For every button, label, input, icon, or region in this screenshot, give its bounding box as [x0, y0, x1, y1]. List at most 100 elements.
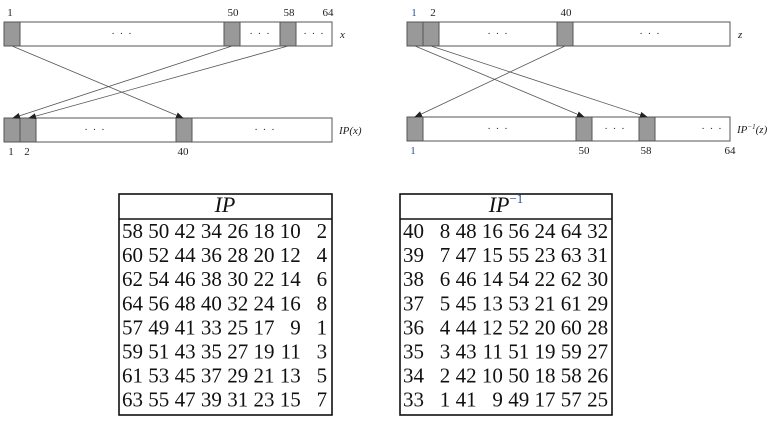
- table-cell: 44: [175, 243, 197, 267]
- table-cell: 64: [122, 291, 144, 315]
- table-cell: 28: [227, 243, 248, 267]
- input-variable-label: x: [339, 29, 345, 41]
- table-cell: 45: [456, 291, 477, 315]
- table-cell: 30: [227, 267, 248, 291]
- bit-cell-50: [223, 21, 241, 47]
- table-cell: 54: [508, 267, 530, 291]
- table-cell: 39: [201, 388, 222, 412]
- table-cell: 18: [535, 364, 556, 388]
- table-body: 58 50 42 34 26 18 10 260 52 44 36 28 20 12 462 54 46 38 30…: [122, 219, 328, 412]
- table-cell: 33: [201, 315, 222, 339]
- table-cell: 22: [254, 267, 275, 291]
- table-cell: 35: [403, 340, 424, 364]
- table-cell: 58: [122, 219, 143, 243]
- table-cell: 33: [403, 388, 424, 412]
- ip-diagram: · · · · · · · · · 1 50 58 64 x · · · · ·…: [3, 7, 362, 158]
- ellipsis: · · ·: [487, 123, 509, 135]
- table-cell: 31: [227, 388, 248, 412]
- bit-cell-40: [556, 21, 574, 47]
- table-cell: 51: [508, 340, 529, 364]
- table-cell: 3: [440, 340, 451, 364]
- table-cell: 43: [175, 340, 196, 364]
- table-cell: 8: [440, 219, 451, 243]
- bit-cell-40: [175, 117, 193, 143]
- table-cell: 11: [483, 340, 503, 364]
- table-cell: 38: [201, 267, 222, 291]
- table-cell: 22: [535, 267, 556, 291]
- table-cell: 39: [403, 243, 424, 267]
- ip-table: IP 58 50 42 34 26 18 10 260 52 44 36 28 20 12 462 54 46 3…: [118, 192, 333, 416]
- table-cell: 36: [403, 315, 424, 339]
- position-label: 1: [8, 146, 14, 158]
- table-cell: 62: [561, 267, 582, 291]
- table-cell: 11: [281, 340, 301, 364]
- table-cell: 61: [122, 364, 143, 388]
- output-variable-label: IP−1(z): [736, 123, 768, 136]
- table-cell: 12: [482, 315, 503, 339]
- table-cell: 35: [201, 340, 222, 364]
- mapping-arrow: [414, 45, 585, 118]
- ellipsis: · · ·: [84, 124, 106, 136]
- table-cell: 51: [148, 340, 169, 364]
- table-cell: 15: [280, 388, 301, 412]
- table-cell: 14: [280, 267, 302, 291]
- ellipsis: · · ·: [639, 28, 661, 40]
- table-cell: 2: [440, 364, 451, 388]
- table-cell: 61: [561, 291, 582, 315]
- table-cell: 15: [482, 243, 503, 267]
- table-cell: 29: [227, 364, 248, 388]
- table-cell: 34: [403, 364, 425, 388]
- bit-cell-58: [638, 116, 656, 142]
- table-title: IP: [214, 192, 236, 217]
- table-border: [399, 193, 613, 416]
- table-cell: 30: [587, 267, 608, 291]
- ellipsis: · · ·: [111, 28, 133, 40]
- table-cell: 59: [561, 340, 582, 364]
- table-cell: 20: [535, 315, 556, 339]
- table-cell: 29: [587, 291, 608, 315]
- table-cell: 55: [148, 388, 169, 412]
- table-cell: 48: [456, 219, 477, 243]
- table-cell: 47: [456, 243, 477, 267]
- bit-cell-58: [279, 21, 297, 47]
- bit-cell-1: [406, 21, 424, 47]
- table-title: IP−1: [488, 191, 524, 217]
- bit-cell-1: [406, 116, 424, 142]
- position-label: 58: [284, 7, 296, 19]
- position-label: 1: [7, 7, 13, 19]
- position-label: 50: [579, 145, 591, 157]
- position-label: 40: [561, 7, 573, 19]
- ellipsis: · · ·: [249, 28, 271, 40]
- table-cell: 48: [175, 291, 196, 315]
- table-cell: 16: [280, 291, 301, 315]
- table-cell: 13: [482, 291, 503, 315]
- table-cell: 55: [508, 243, 529, 267]
- table-cell: 5: [317, 364, 328, 388]
- table-cell: 21: [535, 291, 556, 315]
- mapping-arrow: [11, 45, 184, 119]
- mapping-arrow: [430, 45, 648, 118]
- bit-cell-2: [422, 21, 440, 47]
- table-cell: 42: [456, 364, 477, 388]
- table-cell: 7: [317, 388, 328, 412]
- table-cell: 4: [317, 243, 328, 267]
- table-cell: 28: [587, 315, 608, 339]
- table-cell: 56: [508, 219, 529, 243]
- table-cell: 34: [201, 219, 223, 243]
- table-cell: 45: [175, 364, 196, 388]
- table-cell: 63: [561, 243, 582, 267]
- table-cell: 16: [482, 219, 503, 243]
- table-cell: 60: [561, 315, 582, 339]
- table-cell: 52: [508, 315, 529, 339]
- mapping-arrow: [414, 45, 566, 118]
- table-cell: 38: [403, 267, 424, 291]
- table-cell: 40: [403, 219, 424, 243]
- output-block-ipx: [3, 117, 333, 143]
- table-cell: 60: [122, 243, 143, 267]
- table-cell: 41: [175, 315, 196, 339]
- table-cell: 46: [456, 267, 477, 291]
- table-cell: 1: [440, 388, 451, 412]
- table-cell: 26: [587, 364, 608, 388]
